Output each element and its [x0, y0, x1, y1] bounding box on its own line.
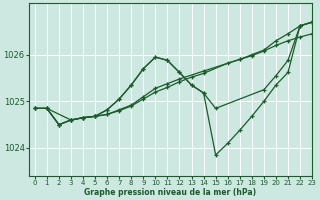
X-axis label: Graphe pression niveau de la mer (hPa): Graphe pression niveau de la mer (hPa) — [84, 188, 257, 197]
